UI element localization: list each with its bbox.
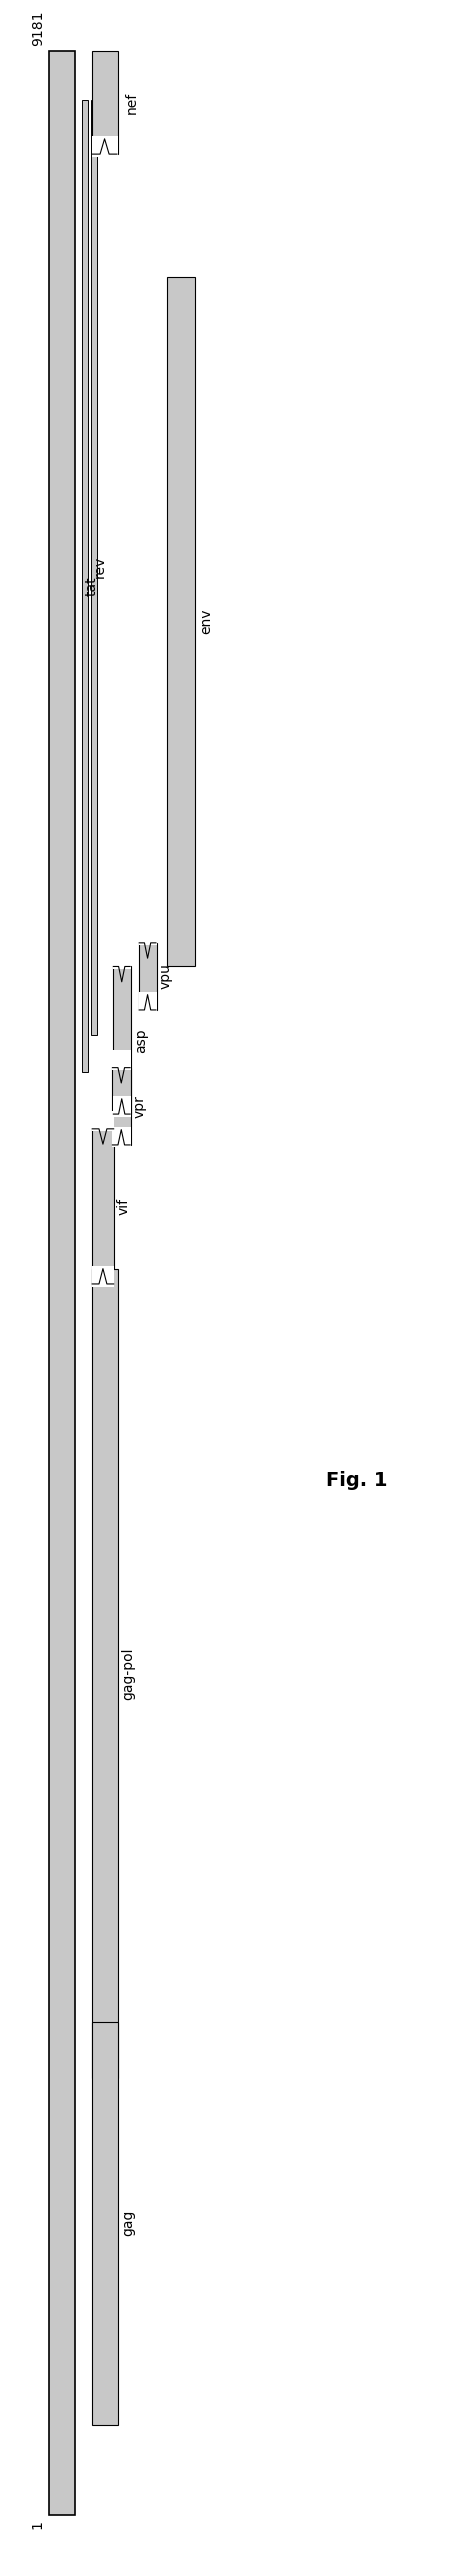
Text: nef: nef [125,92,139,115]
Bar [113,968,131,1113]
Text: vif: vif [117,1197,131,1215]
Bar [92,51,118,153]
Text: env: env [199,608,213,633]
Bar [92,2022,118,2425]
Text: Fig. 1: Fig. 1 [327,1471,388,1491]
Bar [167,276,195,965]
Bar [49,51,75,2515]
Bar [112,1049,131,1070]
Text: 9181: 9181 [31,10,45,46]
Bar [139,993,157,1014]
Bar [139,942,157,1011]
Bar [92,1111,114,1131]
Bar [92,1266,114,1287]
Text: asp: asp [134,1029,148,1052]
Bar [139,924,157,945]
Bar [113,950,131,970]
Bar [82,100,88,1072]
Text: rev: rev [93,557,107,580]
Text: gag: gag [121,2211,135,2236]
Bar [92,1128,114,1284]
Text: tat: tat [85,577,99,595]
Bar [91,100,97,1034]
Text: vpu: vpu [159,962,173,991]
Bar [112,1126,131,1146]
Text: vpr: vpr [133,1095,147,1118]
Bar [92,135,118,156]
Text: 1: 1 [31,2520,45,2527]
Bar [112,1067,131,1144]
Bar [92,1269,118,2078]
Bar [113,1095,131,1116]
Text: gag-pol: gag-pol [121,1647,135,1700]
